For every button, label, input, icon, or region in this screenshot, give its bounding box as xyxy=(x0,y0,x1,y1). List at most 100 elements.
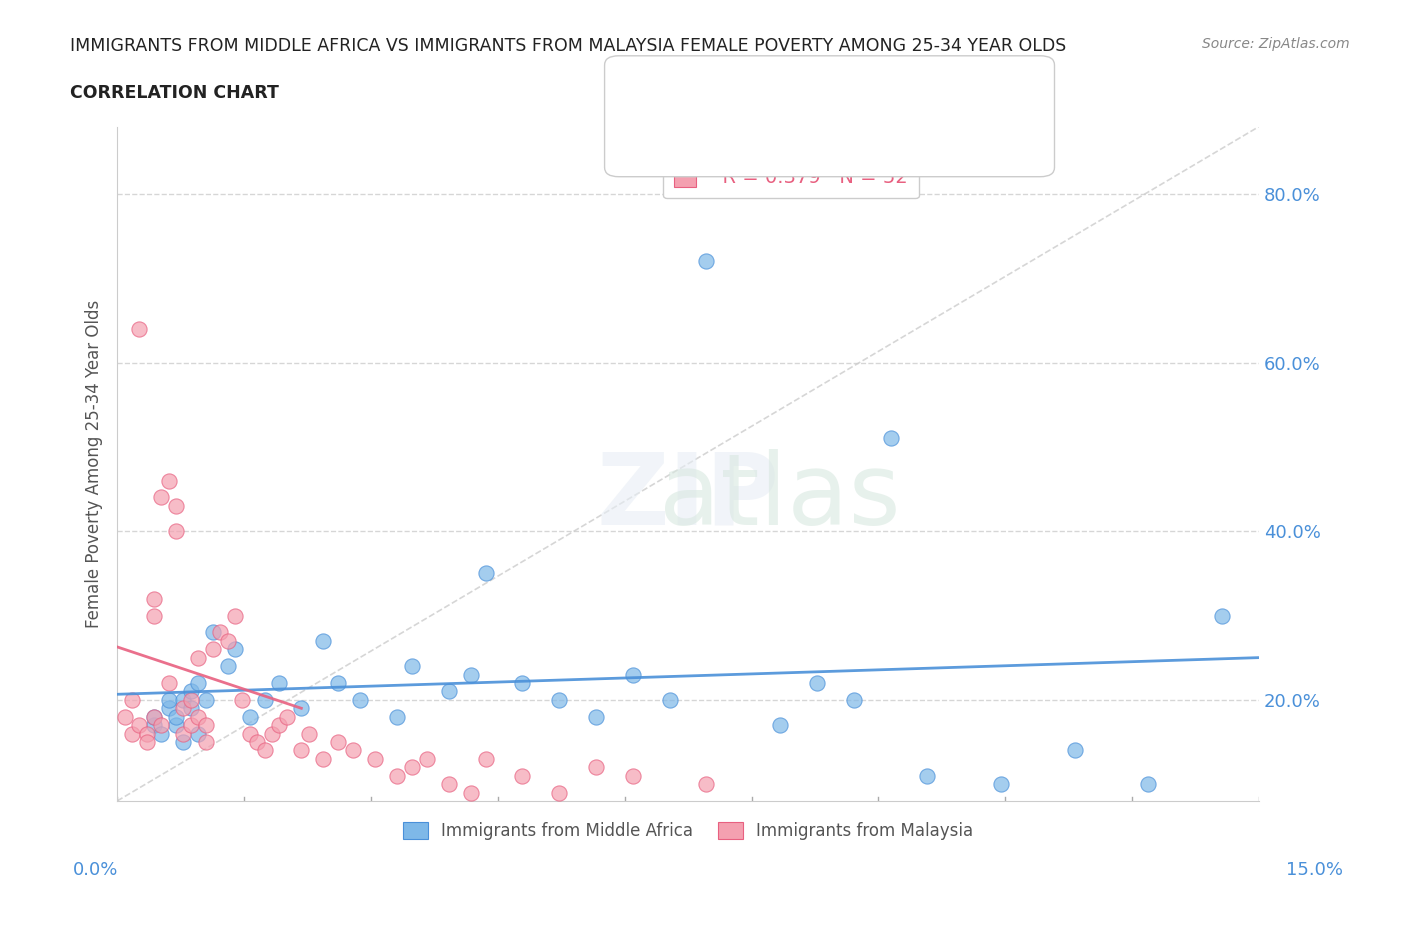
Point xyxy=(328,735,350,750)
Point xyxy=(512,768,534,783)
Point xyxy=(180,692,202,707)
Point xyxy=(385,710,408,724)
Point xyxy=(194,692,217,707)
Point xyxy=(165,498,187,513)
Point xyxy=(224,608,246,623)
Point xyxy=(187,710,209,724)
Legend: Immigrants from Middle Africa, Immigrants from Malaysia: Immigrants from Middle Africa, Immigrant… xyxy=(396,815,980,846)
Point xyxy=(585,760,607,775)
Point xyxy=(217,658,239,673)
Point xyxy=(695,254,717,269)
Point xyxy=(150,490,173,505)
Point xyxy=(769,718,792,733)
Point xyxy=(842,692,865,707)
Point xyxy=(157,473,180,488)
Point xyxy=(217,633,239,648)
Point xyxy=(990,777,1012,791)
Point xyxy=(180,701,202,716)
Point xyxy=(349,692,371,707)
Point xyxy=(231,692,253,707)
Point xyxy=(364,751,387,766)
Point xyxy=(437,684,460,698)
Y-axis label: Female Poverty Among 25-34 Year Olds: Female Poverty Among 25-34 Year Olds xyxy=(86,299,103,628)
Point xyxy=(512,675,534,690)
Point xyxy=(157,701,180,716)
Point xyxy=(239,710,262,724)
Text: atlas: atlas xyxy=(658,449,900,546)
Point xyxy=(328,675,350,690)
Point xyxy=(342,743,364,758)
Point xyxy=(621,768,644,783)
Point xyxy=(173,701,195,716)
Point xyxy=(401,760,423,775)
Point xyxy=(143,608,166,623)
Point xyxy=(121,692,143,707)
Point xyxy=(253,743,276,758)
Point xyxy=(150,726,173,741)
Point xyxy=(460,785,482,800)
Point xyxy=(806,675,828,690)
Point xyxy=(437,777,460,791)
Point xyxy=(621,667,644,682)
Point xyxy=(187,650,209,665)
Point xyxy=(298,726,321,741)
Point xyxy=(180,684,202,698)
Point xyxy=(194,735,217,750)
Point xyxy=(224,642,246,657)
Point xyxy=(128,322,150,337)
Point xyxy=(460,667,482,682)
Point xyxy=(157,675,180,690)
Point xyxy=(150,718,173,733)
Point xyxy=(474,566,496,581)
Point xyxy=(239,726,262,741)
Point xyxy=(1211,608,1233,623)
Point xyxy=(114,710,136,724)
Point xyxy=(165,718,187,733)
Point xyxy=(246,735,269,750)
Point xyxy=(548,785,571,800)
Point xyxy=(415,751,437,766)
Point xyxy=(173,692,195,707)
Point xyxy=(180,718,202,733)
Point xyxy=(385,768,408,783)
Point xyxy=(1063,743,1085,758)
Point xyxy=(290,743,312,758)
Point xyxy=(548,692,571,707)
Point xyxy=(157,692,180,707)
Text: 0.0%: 0.0% xyxy=(73,860,118,879)
Point xyxy=(187,726,209,741)
Point xyxy=(165,524,187,538)
Point xyxy=(143,718,166,733)
Text: CORRELATION CHART: CORRELATION CHART xyxy=(70,84,280,101)
Point xyxy=(474,751,496,766)
Point xyxy=(165,710,187,724)
Text: 15.0%: 15.0% xyxy=(1286,860,1343,879)
Point xyxy=(143,710,166,724)
Point xyxy=(879,431,901,445)
Point xyxy=(260,726,283,741)
Point xyxy=(312,633,335,648)
Point xyxy=(585,710,607,724)
Point xyxy=(269,718,291,733)
Point xyxy=(121,726,143,741)
Point xyxy=(201,625,224,640)
Text: Source: ZipAtlas.com: Source: ZipAtlas.com xyxy=(1202,37,1350,51)
Point xyxy=(312,751,335,766)
Point xyxy=(269,675,291,690)
Point xyxy=(194,718,217,733)
Point xyxy=(290,701,312,716)
Point xyxy=(1137,777,1160,791)
Point xyxy=(143,591,166,606)
Point xyxy=(187,675,209,690)
Text: ZIP: ZIP xyxy=(596,449,779,546)
Point xyxy=(173,735,195,750)
Point xyxy=(658,692,681,707)
Point xyxy=(143,710,166,724)
Point xyxy=(917,768,939,783)
Text: IMMIGRANTS FROM MIDDLE AFRICA VS IMMIGRANTS FROM MALAYSIA FEMALE POVERTY AMONG 2: IMMIGRANTS FROM MIDDLE AFRICA VS IMMIGRA… xyxy=(70,37,1067,55)
Point xyxy=(135,735,157,750)
Point xyxy=(695,777,717,791)
Point xyxy=(209,625,232,640)
Point xyxy=(276,710,298,724)
Point xyxy=(401,658,423,673)
